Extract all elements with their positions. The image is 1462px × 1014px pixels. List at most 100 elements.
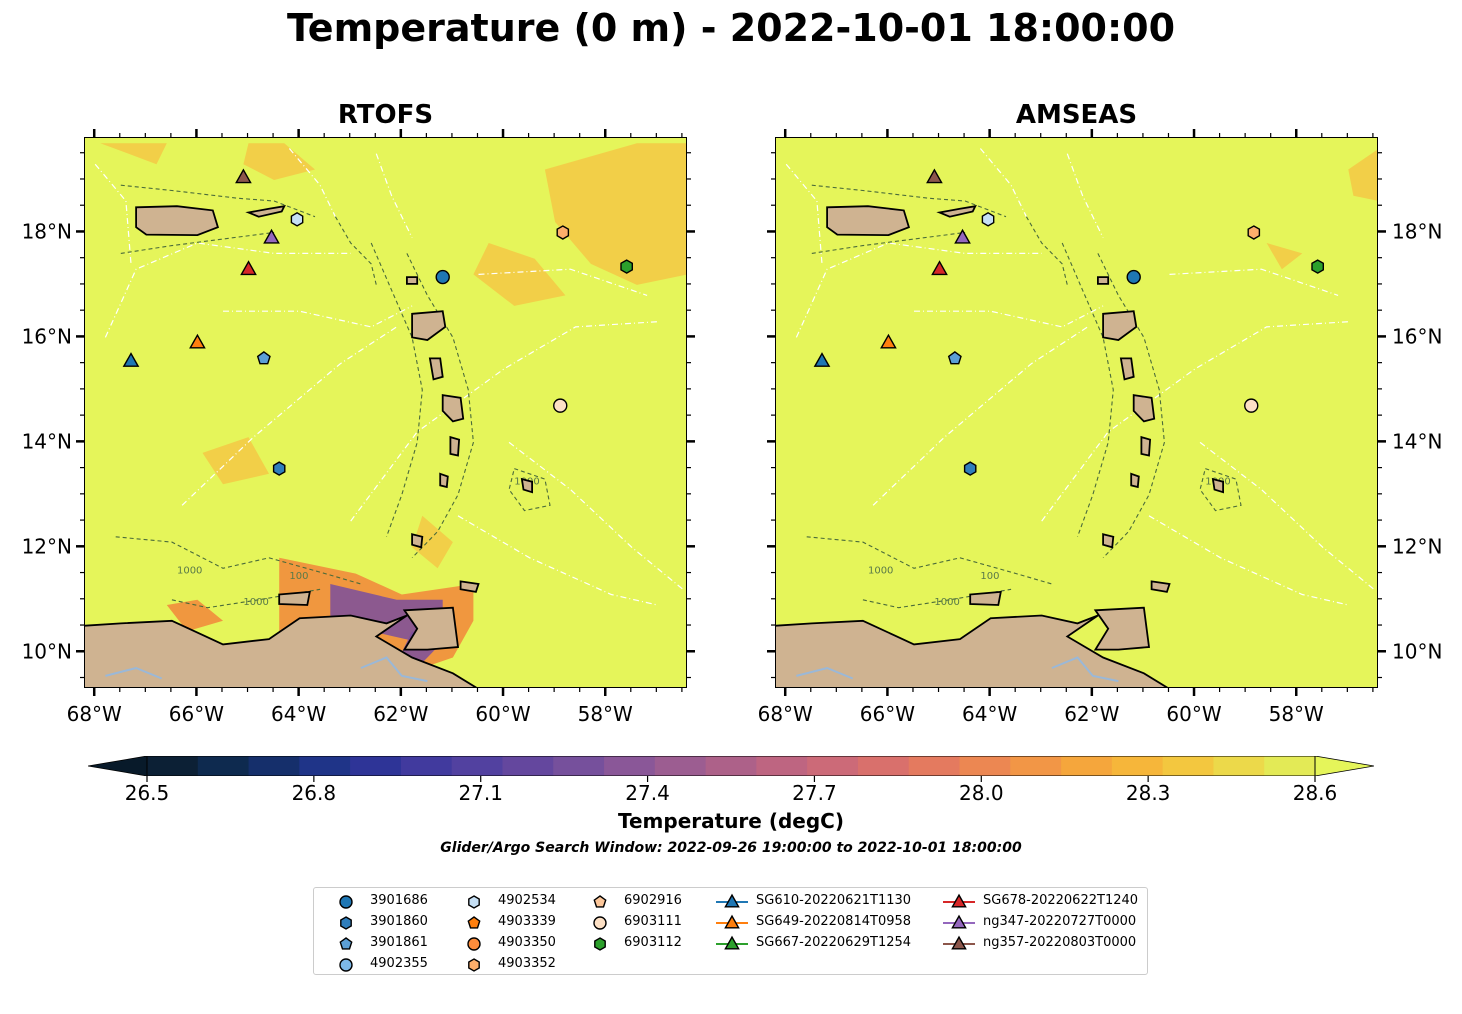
marker-6903112[interactable]: [1311, 259, 1324, 274]
river: [1051, 656, 1119, 683]
marker-4903352[interactable]: [1247, 225, 1261, 240]
land-venezuela-coast: [85, 614, 477, 687]
legend-marker-icon: [340, 916, 352, 930]
colorbar-bin: [451, 756, 504, 776]
colorbar-bin: [248, 756, 300, 776]
panel-title-rtofs: RTOFS: [337, 100, 434, 130]
eez-boundary: [223, 305, 413, 328]
contour-label: 1000: [934, 597, 959, 608]
contour-label: 100: [289, 571, 308, 582]
y-tick-label: 12°N: [22, 534, 72, 558]
colorbar-extend-high: [1314, 755, 1375, 777]
marker-SG678-20220622T1240[interactable]: [240, 260, 257, 276]
y-tick-label: 12°N: [1392, 534, 1442, 558]
land-venezuela-coast: [776, 614, 1168, 687]
bathymetry-contour: [1061, 242, 1114, 537]
legend-label: ng357-20220803T0000: [983, 935, 1137, 950]
colorbar-bin: [1264, 756, 1316, 776]
eez-boundary: [1169, 268, 1339, 296]
land-martinique: [441, 394, 465, 423]
y-tick-label: 16°N: [22, 324, 72, 348]
contour-label: 1000: [868, 566, 893, 577]
marker-6903111[interactable]: [1244, 398, 1259, 413]
bathymetry-contour: [1025, 216, 1068, 286]
sst-anomaly-patch: [166, 599, 223, 632]
x-tick-label: 58°W: [578, 702, 633, 726]
eez-boundary: [785, 163, 823, 264]
marker-4903352[interactable]: [556, 225, 570, 240]
marker-SG610-20220621T1130[interactable]: [122, 352, 140, 367]
legend-label: 4902355: [370, 956, 428, 971]
river: [105, 666, 163, 680]
y-tick-label: 16°N: [1392, 324, 1442, 348]
eez-boundary: [914, 305, 1104, 328]
eez-boundary: [375, 153, 413, 238]
marker-3901686[interactable]: [435, 269, 450, 285]
bathymetry-contour: [120, 184, 316, 218]
marker-SG610-20220621T1130[interactable]: [813, 352, 831, 367]
warm-sst-patch: [544, 143, 686, 285]
legend-marker-icon: [593, 916, 607, 930]
marker-SG649-20220814T0958[interactable]: [880, 333, 897, 349]
observation-markers: [813, 168, 1324, 476]
marker-4902534[interactable]: [981, 211, 995, 227]
marker-ng347-20220727T0000[interactable]: [954, 228, 971, 244]
eez-boundary: [350, 321, 658, 522]
legend-marker-icon: [716, 893, 748, 908]
colorbar-bin: [553, 756, 605, 776]
colorbar-bin: [299, 756, 351, 776]
colorbar-gradient: [87, 755, 1375, 777]
legend-marker-icon: [339, 958, 353, 972]
legend-marker-icon: [467, 916, 481, 929]
legend-label: 4903339: [498, 914, 556, 929]
legend-marker-icon: [943, 935, 975, 950]
eez-boundary: [1199, 441, 1375, 590]
marker-ng357-20220803T0000[interactable]: [926, 168, 943, 184]
legend-label: SG610-20220621T1130: [756, 893, 912, 908]
bathymetry-contour: [811, 184, 1007, 218]
warm-sst-patch: [100, 143, 167, 165]
marker-ng347-20220727T0000[interactable]: [263, 228, 280, 244]
legend-label: 4903350: [498, 935, 556, 950]
marker-SG678-20220622T1240[interactable]: [931, 260, 948, 276]
colorbar-tick-label: 28.6: [1293, 781, 1338, 805]
legend: 3901686 3901860 3901861 4902355 4902534 49033…: [313, 887, 1148, 975]
legend-label: 3901861: [370, 935, 428, 950]
marker-SG649-20220814T0958[interactable]: [189, 333, 206, 349]
bathymetry-contour: [370, 242, 423, 537]
marker-3901860[interactable]: [272, 461, 286, 476]
marker-3901860[interactable]: [963, 461, 977, 476]
eez-boundary: [94, 163, 132, 264]
legend-marker-icon: [716, 914, 748, 929]
marker-3901861[interactable]: [256, 351, 271, 365]
warm-sst-patch: [243, 143, 315, 180]
eez-boundary: [457, 515, 658, 606]
land-puerto-rico: [826, 205, 911, 237]
land-st-lucia: [1140, 435, 1152, 457]
land-grenada: [1102, 533, 1115, 549]
marker-ng357-20220803T0000[interactable]: [235, 168, 252, 184]
bathymetry-contour: [806, 536, 1053, 585]
legend-marker-icon: [339, 895, 353, 909]
legend-label: SG667-20220629T1254: [756, 935, 912, 950]
x-tick-label: 64°W: [962, 702, 1017, 726]
colorbar-tick-label: 27.7: [792, 781, 837, 805]
y-tick-label: 14°N: [1392, 429, 1442, 453]
marker-6903112[interactable]: [620, 259, 633, 274]
contour-label: 100: [980, 571, 999, 582]
legend-label: SG678-20220622T1240: [983, 893, 1139, 908]
x-tick-label: 68°W: [67, 702, 122, 726]
x-tick-label: 66°W: [169, 702, 224, 726]
colorbar-bin: [1162, 756, 1215, 776]
land-guadeloupe: [1102, 310, 1138, 341]
map-panel-amseas[interactable]: 100100010001000: [775, 137, 1378, 688]
marker-4902534[interactable]: [290, 211, 304, 227]
marker-3901861[interactable]: [947, 351, 962, 365]
eez-boundary: [979, 148, 1027, 217]
colorbar-bin: [502, 756, 554, 776]
map-panel-rtofs[interactable]: 100100010001000: [84, 137, 687, 688]
x-tick-label: 60°W: [475, 702, 530, 726]
y-tick-label: 10°N: [22, 639, 72, 663]
marker-6903111[interactable]: [553, 398, 568, 413]
marker-3901686[interactable]: [1126, 269, 1141, 285]
